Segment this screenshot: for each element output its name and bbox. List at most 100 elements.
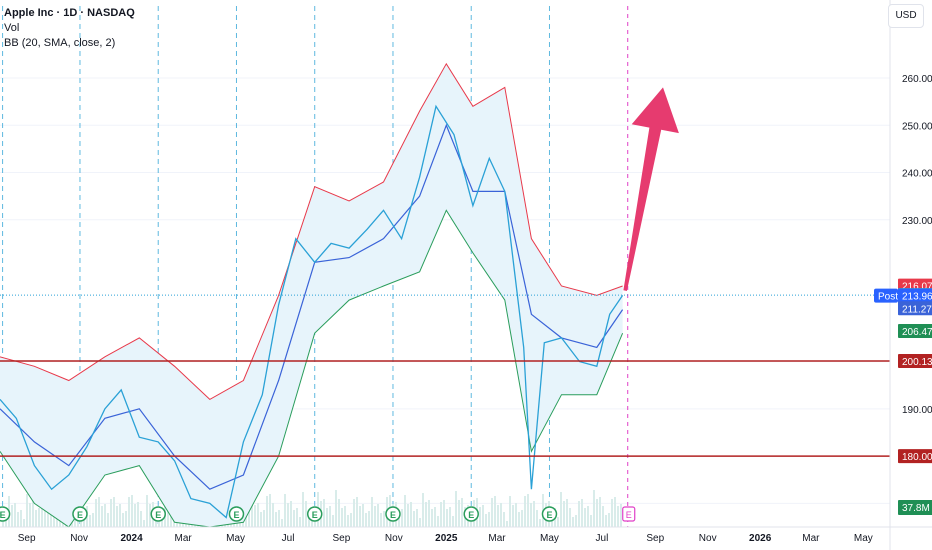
time-axis-tick: 2026 (749, 533, 772, 544)
volume-bar (578, 501, 580, 527)
volume-bar (482, 505, 484, 527)
volume-bar (479, 507, 481, 527)
bollinger-basis-line (0, 123, 624, 490)
volume-bar (533, 501, 535, 527)
bollinger-indicator-label[interactable]: BB (20, SMA, close, 2) (4, 37, 116, 49)
time-axis-tick: May (540, 533, 559, 544)
volume-bar (260, 512, 262, 527)
volume-bar (269, 494, 271, 527)
volume-bar (374, 506, 376, 527)
volume-bar (446, 509, 448, 527)
volume-bar (98, 497, 100, 527)
volume-bar (35, 510, 37, 527)
price-label-text: 211.27 (902, 304, 932, 315)
volume-bar (599, 497, 601, 527)
bullish-arrow-annotation (623, 87, 679, 292)
volume-bar (575, 515, 577, 527)
volume-bar (491, 498, 493, 527)
volume-bar (296, 508, 298, 527)
volume-bar (143, 520, 145, 527)
volume-bar (359, 506, 361, 527)
volume-bar (167, 502, 169, 527)
volume-bar (149, 504, 151, 527)
volume-bar (503, 512, 505, 527)
volume-bar (140, 511, 142, 527)
price-label-text: 206.47 (902, 327, 932, 338)
time-axis-tick: May (226, 533, 245, 544)
volume-bar (494, 496, 496, 527)
volume-bar (611, 499, 613, 527)
volume-bar (557, 517, 559, 527)
volume-bar (518, 512, 520, 527)
volume-bar (329, 506, 331, 527)
volume-bar (431, 509, 433, 527)
volume-bar (287, 503, 289, 527)
volume-bar (107, 513, 109, 527)
time-axis-tick: 2024 (120, 533, 143, 544)
symbol-title[interactable]: Apple Inc · 1D · NASDAQ (4, 7, 135, 19)
volume-bar (602, 506, 604, 527)
post-market-tag (874, 288, 898, 303)
earnings-event-icon (385, 506, 401, 522)
volume-bar (365, 513, 367, 527)
volume-bar (281, 519, 283, 527)
post-market-tag-text: Post (878, 292, 898, 303)
earnings-event-icon (72, 506, 88, 522)
price-axis-tick: 250.00 (902, 121, 932, 132)
volume-bar (428, 500, 430, 527)
volume-bar (17, 512, 19, 527)
volume-bar (95, 499, 97, 527)
volume-bar (113, 497, 115, 527)
volume-bar (407, 504, 409, 527)
volume-bar (485, 514, 487, 527)
volume-bar (128, 497, 130, 527)
volume-bar (419, 518, 421, 527)
bollinger-upper-line (0, 62, 623, 401)
volume-bar (146, 495, 148, 527)
earnings-event-letter: E (0, 510, 6, 520)
volume-bar (164, 493, 166, 527)
volume-bar (488, 512, 490, 527)
volume-indicator-label[interactable]: Vol (4, 22, 20, 34)
earnings-event-letter: E (233, 510, 239, 520)
price-label-box (898, 288, 932, 303)
earnings-event-letter: E (390, 510, 396, 520)
price-label-text: 213.96 (902, 292, 932, 303)
volume-bar (398, 511, 400, 527)
next-earnings-event-icon (622, 506, 636, 522)
volume-bar (326, 508, 328, 527)
volume-bar (530, 503, 532, 527)
volume-bar (512, 505, 514, 527)
volume-bar (560, 492, 562, 527)
price-label-box (898, 301, 932, 316)
volume-bar (404, 495, 406, 527)
volume-bar (290, 501, 292, 527)
earnings-event-icon (463, 506, 479, 522)
volume-bar (497, 505, 499, 527)
volume-bar (101, 506, 103, 527)
volume-bar (266, 496, 268, 527)
volume-bar (506, 521, 508, 527)
time-axis-tick: Mar (802, 533, 820, 544)
volume-bar (410, 502, 412, 527)
volume-bar (29, 503, 31, 527)
volume-bar (368, 511, 370, 527)
volume-bar (449, 507, 451, 527)
volume-bar (614, 497, 616, 527)
volume-bar (125, 511, 127, 527)
price-label-box (898, 323, 932, 338)
earnings-event-icon (150, 506, 166, 522)
volume-bar (587, 506, 589, 527)
time-axis-tick: Sep (18, 533, 36, 544)
time-axis-tick: Mar (488, 533, 506, 544)
price-axis-tick: 260.00 (902, 74, 932, 85)
volume-bar (563, 501, 565, 527)
currency-button[interactable]: USD (888, 4, 924, 28)
volume-bar (38, 508, 40, 527)
volume-bar (461, 498, 463, 527)
volume-bar (338, 499, 340, 527)
time-axis-tick: May (854, 533, 873, 544)
volume-bar (605, 515, 607, 527)
